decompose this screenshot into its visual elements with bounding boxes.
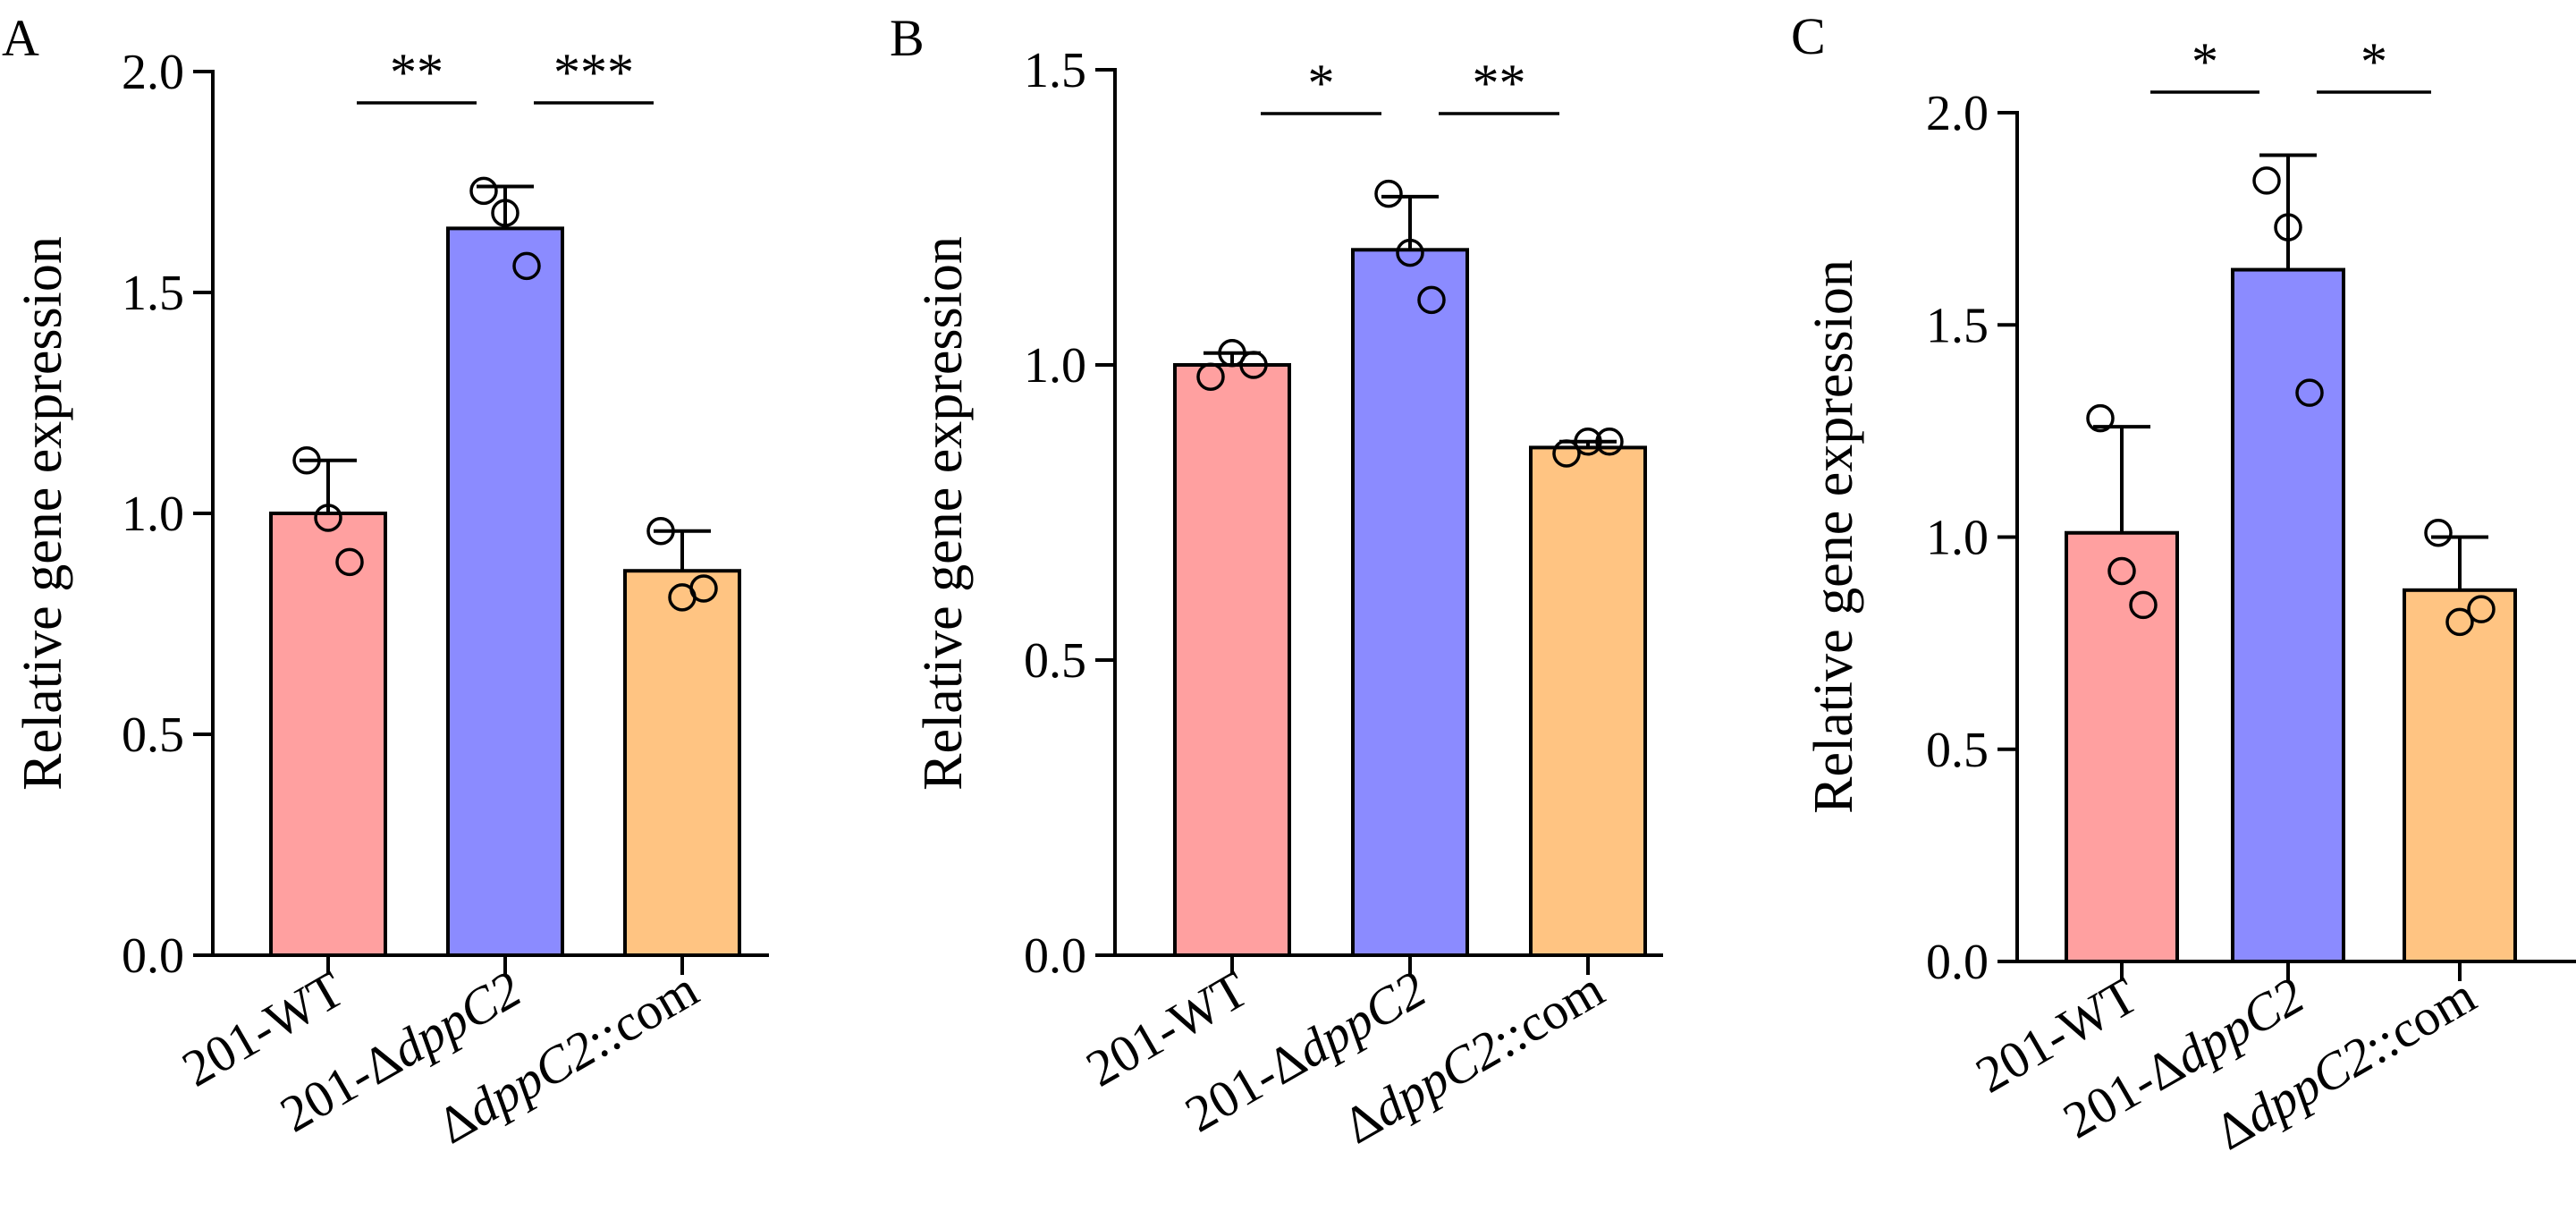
data-point-3-3 bbox=[2467, 595, 2496, 623]
y-tick-label: 0.0 bbox=[1024, 928, 1086, 984]
category-label-prefix: 201-Δ bbox=[271, 1029, 411, 1143]
data-point-3-1 bbox=[1552, 439, 1581, 468]
data-point-2-3 bbox=[2295, 378, 2324, 407]
y-tick-label: 0.5 bbox=[122, 707, 184, 763]
data-point-2-2 bbox=[491, 199, 519, 227]
data-point-1-1 bbox=[2086, 403, 2115, 433]
category-label-prefix: 201-Δ bbox=[1176, 1029, 1316, 1143]
data-point-1-1 bbox=[1196, 362, 1225, 391]
significance-label-2: ** bbox=[1473, 54, 1526, 113]
data-point-2-1 bbox=[1374, 179, 1403, 208]
bar-1 bbox=[2065, 530, 2179, 963]
data-point-2-1 bbox=[2252, 166, 2281, 195]
data-point-1-1 bbox=[292, 445, 321, 475]
bar-2 bbox=[446, 226, 564, 957]
y-tick-label: 0.5 bbox=[1926, 723, 1989, 778]
chart-panel-b: B Relative gene expression 0.0 0.5 1.0 1.5 201… bbox=[890, 9, 1663, 1155]
bar-3 bbox=[1529, 445, 1647, 957]
panel-letter: C bbox=[1791, 7, 1826, 65]
significance-label-1: * bbox=[1308, 54, 1335, 113]
y-axis-title: Relative gene expression bbox=[913, 236, 974, 791]
y-axis-title: Relative gene expression bbox=[1803, 259, 1864, 814]
data-point-3-2 bbox=[2445, 607, 2474, 637]
data-point-2-2 bbox=[2274, 213, 2302, 241]
panel-letter: B bbox=[890, 9, 925, 67]
data-point-3-1 bbox=[646, 517, 675, 546]
category-label-suffix: ::com bbox=[577, 960, 708, 1069]
y-tick-label: 1.5 bbox=[122, 266, 184, 321]
y-tick-label: 1.0 bbox=[1926, 511, 1989, 566]
data-point-2-3 bbox=[1417, 285, 1446, 315]
data-point-3-3 bbox=[689, 574, 718, 603]
y-tick-label: 2.0 bbox=[1926, 86, 1989, 141]
data-point-1-2 bbox=[2107, 556, 2136, 586]
bar-1 bbox=[1173, 363, 1291, 957]
data-point-3-1 bbox=[2424, 519, 2453, 547]
bar-2 bbox=[2231, 267, 2345, 963]
y-tick-label: 0.0 bbox=[1926, 935, 1989, 990]
data-point-3-3 bbox=[1595, 428, 1624, 456]
y-tick-label: 1.5 bbox=[1024, 43, 1086, 98]
bar-1 bbox=[269, 512, 387, 957]
category-label-suffix: ::com bbox=[2354, 966, 2486, 1075]
y-tick-label: 0.0 bbox=[122, 928, 184, 984]
data-point-3-2 bbox=[1574, 428, 1602, 456]
category-label-suffix: ::com bbox=[1482, 960, 1614, 1069]
chart-panel-a: A Relative gene expression 0.0 0.5 1.0 1.5 2.0… bbox=[2, 9, 769, 1155]
significance-label-1: * bbox=[2192, 32, 2218, 91]
y-tick-label: 1.5 bbox=[1926, 298, 1989, 353]
data-point-1-3 bbox=[1239, 351, 1268, 379]
significance-label-1: ** bbox=[390, 43, 443, 102]
y-tick-label: 1.0 bbox=[1024, 338, 1086, 394]
y-axis-title: Relative gene expression bbox=[13, 236, 73, 791]
data-point-1-3 bbox=[335, 547, 364, 577]
y-tick-label: 1.0 bbox=[122, 487, 184, 542]
significance-label-2: * bbox=[2361, 32, 2387, 91]
y-tick-label: 2.0 bbox=[122, 45, 184, 100]
panel-letter: A bbox=[2, 9, 39, 67]
data-point-2-1 bbox=[469, 176, 498, 206]
bar-3 bbox=[623, 569, 741, 957]
y-tick-label: 0.5 bbox=[1024, 633, 1086, 689]
data-point-1-3 bbox=[2129, 590, 2158, 620]
bar-2 bbox=[1351, 248, 1469, 957]
significance-label-2: *** bbox=[553, 43, 634, 102]
data-point-1-2 bbox=[314, 504, 342, 532]
bar-3 bbox=[2403, 588, 2517, 963]
data-point-1-2 bbox=[1218, 339, 1246, 368]
data-point-2-3 bbox=[512, 251, 541, 281]
chart-panel-c: C Relative gene expression 0.0 0.5 1.0 1.5 2.0… bbox=[1791, 7, 2576, 1161]
data-point-2-2 bbox=[1396, 238, 1424, 267]
